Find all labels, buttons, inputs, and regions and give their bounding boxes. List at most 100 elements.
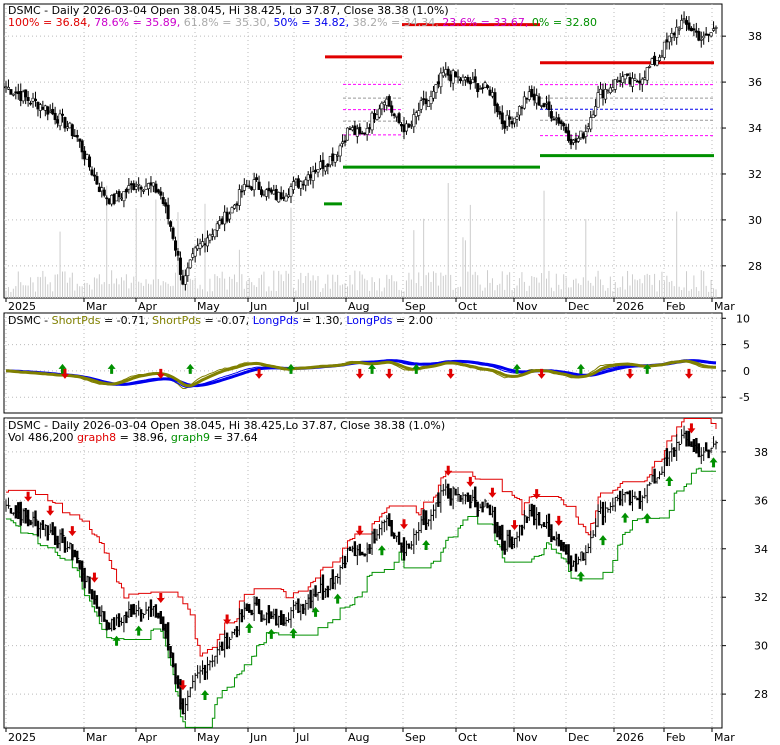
y-tick-label: 30 (754, 640, 768, 653)
candle-body (702, 35, 706, 39)
candle-body (633, 78, 637, 81)
candle-body (53, 112, 57, 121)
sell-arrow (68, 526, 77, 537)
sell-arrow (255, 368, 264, 379)
x-tick-label: Mar (714, 731, 735, 744)
candle-body (112, 194, 116, 204)
candle-body (291, 181, 295, 190)
candle-body (655, 60, 659, 66)
candle-body (572, 139, 576, 143)
candle-body (323, 166, 327, 172)
buy-arrow (107, 363, 116, 374)
stops-panel: 38 36 34 32 30 28 2025 Mar Apr May Jun Jul Aug Sep Oc… (3, 417, 768, 744)
candle-body (589, 117, 593, 130)
candle-body (85, 154, 89, 160)
candle-body (692, 28, 696, 31)
candle-body (672, 33, 676, 36)
candle-body (616, 80, 620, 82)
candle-body (657, 56, 661, 61)
candle-body (132, 183, 136, 190)
candle-body (454, 71, 458, 78)
candle-body (486, 85, 490, 89)
x-tick-label: Aug (348, 731, 369, 744)
candle-body (549, 111, 553, 119)
buy-arrow (289, 628, 298, 639)
candle-body (699, 39, 703, 41)
candle-body (279, 192, 283, 200)
x-tick-label: Nov (516, 300, 538, 313)
candle-body (574, 138, 578, 143)
candle-body (358, 126, 362, 134)
candle-body (88, 156, 92, 168)
candle-body (137, 183, 141, 186)
candle-body (429, 96, 433, 104)
candle-body (709, 32, 713, 37)
y-tick-label: 34 (748, 122, 762, 135)
candle-body (363, 132, 367, 135)
candle-body (373, 113, 377, 120)
x-tick-label: Mar (86, 300, 107, 313)
candle-body (540, 105, 544, 107)
candle-body (365, 127, 369, 135)
candle-body (375, 114, 379, 120)
candle-body (707, 33, 711, 36)
candle-body (36, 101, 40, 110)
x-tick-label: Apr (138, 731, 158, 744)
candle-body (680, 20, 684, 29)
candle-body (714, 27, 718, 29)
candle-body (146, 183, 150, 189)
candle-body (178, 257, 182, 275)
candle-body (490, 92, 494, 97)
candle-body (255, 177, 259, 181)
candle-body (235, 203, 239, 206)
fib-label: 38.2% = 34.34, (353, 16, 443, 29)
candle-body (213, 229, 217, 238)
candle-body (537, 96, 541, 106)
x-tick-label: Nov (516, 731, 538, 744)
stops-panel-frame (3, 417, 723, 729)
buy-arrow (333, 593, 342, 604)
candle-body (417, 110, 421, 116)
candle-body (230, 207, 234, 214)
candle-body (397, 113, 401, 124)
candle-body (191, 253, 195, 258)
candle-body (14, 91, 18, 94)
candle-body (73, 135, 77, 137)
candle-body (635, 80, 639, 83)
candle-body (161, 197, 165, 204)
buy-arrow (286, 363, 295, 374)
candle-body (105, 197, 109, 200)
fib-label: 78.6% = 35.89, (94, 16, 184, 29)
candle-body (500, 112, 504, 125)
price-panel-header: DSMC - Daily 2026-03-04 Open 38.045, Hi … (8, 4, 449, 17)
candle-body (282, 197, 286, 199)
candle-body (186, 267, 190, 276)
candle-body (336, 155, 340, 157)
candle-body (321, 159, 325, 169)
candle-body (544, 102, 548, 105)
candle-body (569, 138, 573, 145)
candle-body (196, 245, 200, 250)
candle-body (16, 91, 20, 95)
candle-body (139, 186, 143, 190)
candle-body (299, 181, 303, 189)
x-tick-label: Apr (138, 300, 158, 313)
candle-body (176, 251, 180, 256)
buy-arrow (422, 539, 431, 550)
stops-panel-header: DSMC - Daily 2026-03-04 Open 38.045, Hi … (8, 419, 445, 432)
candle-body (567, 130, 571, 141)
oscillator-panel: 10 5 0 -5 DSMC - ShortPds = -0.71, ShortPds… (3, 312, 750, 414)
sell-arrow (90, 572, 99, 583)
buy-arrow (598, 535, 607, 546)
buy-arrow (643, 363, 652, 374)
candle-body (129, 183, 133, 186)
candle-body (205, 237, 209, 247)
candle-body (171, 227, 175, 239)
candle-body (581, 133, 585, 139)
sell-arrow (466, 476, 475, 487)
candle-body (667, 35, 671, 43)
candle-body (395, 115, 399, 118)
candle-body (704, 33, 708, 36)
candle-body (169, 221, 173, 227)
candle-body (277, 192, 281, 203)
